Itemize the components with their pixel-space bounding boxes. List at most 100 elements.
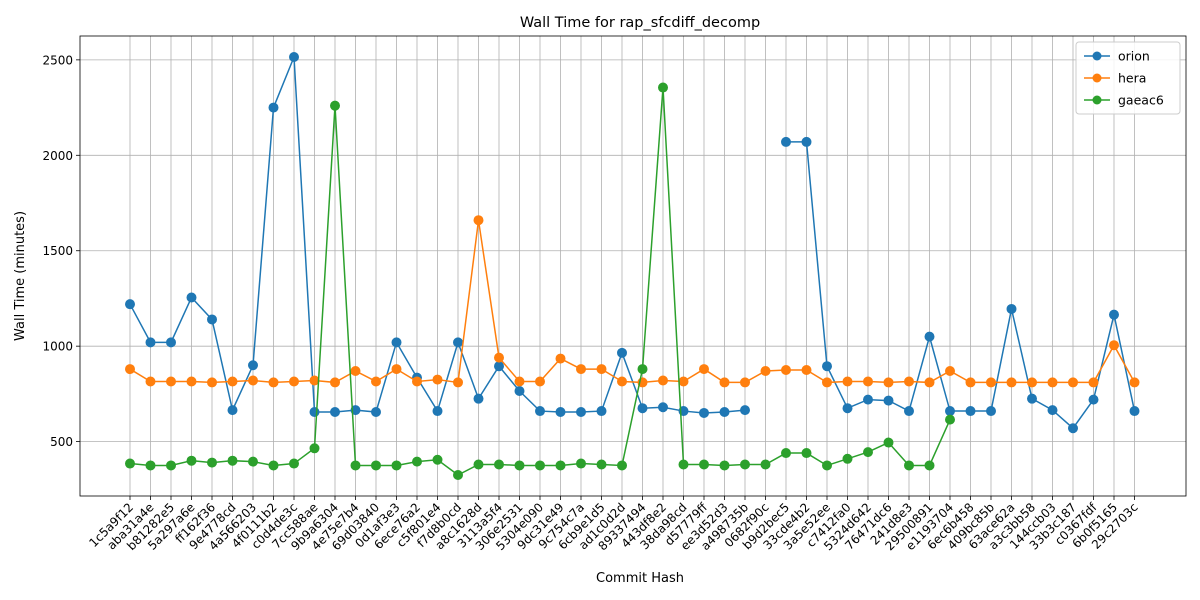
data-point-gaeac6 [186, 455, 197, 466]
legend: orion hera gaeac6 [1075, 41, 1181, 115]
data-point-hera [514, 376, 525, 387]
series-orion [125, 51, 1140, 434]
data-point-orion [1006, 303, 1017, 314]
data-point-gaeac6 [863, 447, 873, 458]
data-point-orion [1068, 423, 1078, 434]
data-point-orion [1129, 406, 1140, 417]
data-point-orion [1047, 405, 1058, 416]
y-tick-label: 2000 [42, 149, 73, 163]
data-point-orion [945, 406, 955, 417]
data-point-orion [658, 402, 668, 413]
data-point-gaeac6 [227, 455, 238, 466]
data-point-orion [576, 407, 586, 418]
data-point-hera [289, 376, 299, 387]
data-point-gaeac6 [637, 364, 648, 375]
data-point-orion [186, 292, 197, 303]
data-point-orion [309, 407, 320, 418]
data-point-orion [719, 407, 730, 418]
data-point-orion [473, 393, 484, 404]
legend-label-orion: orion [1118, 49, 1150, 64]
data-point-hera [391, 364, 402, 375]
data-point-gaeac6 [309, 443, 320, 454]
series-lines [125, 51, 1140, 481]
data-point-gaeac6 [391, 460, 402, 471]
data-point-hera [1088, 377, 1099, 388]
data-point-gaeac6 [289, 458, 299, 469]
data-point-hera [658, 375, 668, 386]
data-point-gaeac6 [412, 456, 422, 467]
data-point-hera [350, 365, 361, 376]
data-point-gaeac6 [330, 100, 340, 111]
plot-frame [79, 35, 1187, 497]
data-point-gaeac6 [822, 460, 832, 471]
data-point-gaeac6 [555, 460, 566, 471]
data-point-orion [535, 406, 545, 417]
data-point-orion [432, 406, 443, 417]
data-point-hera [842, 376, 853, 387]
data-point-orion [207, 314, 217, 325]
data-point-orion [391, 337, 402, 348]
data-point-orion [1088, 394, 1099, 405]
data-point-orion [781, 136, 791, 147]
data-point-orion [268, 102, 279, 113]
data-point-orion [863, 394, 873, 405]
series-line-orion [786, 141, 1136, 430]
data-point-orion [248, 360, 258, 371]
data-point-hera [1047, 377, 1058, 388]
data-point-gaeac6 [883, 437, 894, 448]
data-point-orion [617, 347, 627, 358]
data-point-orion [1027, 393, 1037, 404]
data-point-gaeac6 [658, 82, 668, 93]
data-point-gaeac6 [781, 448, 791, 459]
series-gaeac6 [125, 82, 955, 481]
data-point-gaeac6 [596, 459, 607, 470]
data-point-hera [207, 377, 217, 388]
data-point-gaeac6 [678, 459, 689, 470]
data-point-hera [535, 376, 545, 387]
data-point-gaeac6 [166, 460, 176, 471]
data-point-gaeac6 [719, 460, 730, 471]
y-tick-label: 2500 [42, 53, 73, 67]
data-point-gaeac6 [801, 448, 812, 459]
data-point-orion [596, 406, 607, 417]
data-point-orion [801, 136, 812, 147]
data-point-gaeac6 [371, 460, 381, 471]
legend-box [1075, 41, 1181, 115]
data-point-gaeac6 [924, 460, 935, 471]
data-point-gaeac6 [268, 460, 279, 471]
legend-marker-gaeac6 [1092, 95, 1102, 105]
data-point-hera [904, 376, 914, 387]
data-point-hera [1027, 377, 1037, 388]
data-point-orion [986, 406, 996, 417]
data-point-orion [637, 403, 648, 414]
data-point-hera [453, 377, 463, 388]
data-point-orion [125, 299, 135, 310]
data-point-hera [617, 376, 627, 387]
legend-marker-orion [1092, 51, 1102, 61]
data-point-orion [350, 405, 361, 416]
data-point-orion [494, 361, 504, 372]
data-point-gaeac6 [576, 458, 586, 469]
data-point-gaeac6 [125, 458, 135, 469]
data-point-orion [822, 361, 832, 372]
data-point-hera [371, 376, 381, 387]
axes: 1c5a9f12aba31a4eb81282e55a297a6eff162f36… [42, 35, 1187, 553]
data-point-hera [1129, 377, 1140, 388]
data-point-orion [453, 337, 463, 348]
data-point-gaeac6 [535, 460, 545, 471]
data-point-hera [412, 376, 422, 387]
data-point-hera [986, 377, 996, 388]
data-point-hera [576, 364, 586, 375]
data-point-hera [699, 364, 709, 375]
legend-label-gaeac6: gaeac6 [1118, 93, 1164, 108]
data-point-hera [330, 377, 340, 388]
data-point-gaeac6 [432, 454, 443, 465]
data-point-hera [1006, 377, 1017, 388]
y-tick-label: 500 [50, 435, 73, 449]
data-point-hera [719, 377, 730, 388]
y-axis-title: Wall Time (minutes) [13, 211, 28, 341]
data-point-gaeac6 [699, 459, 709, 470]
data-point-orion [883, 395, 894, 406]
data-point-hera [248, 375, 258, 386]
